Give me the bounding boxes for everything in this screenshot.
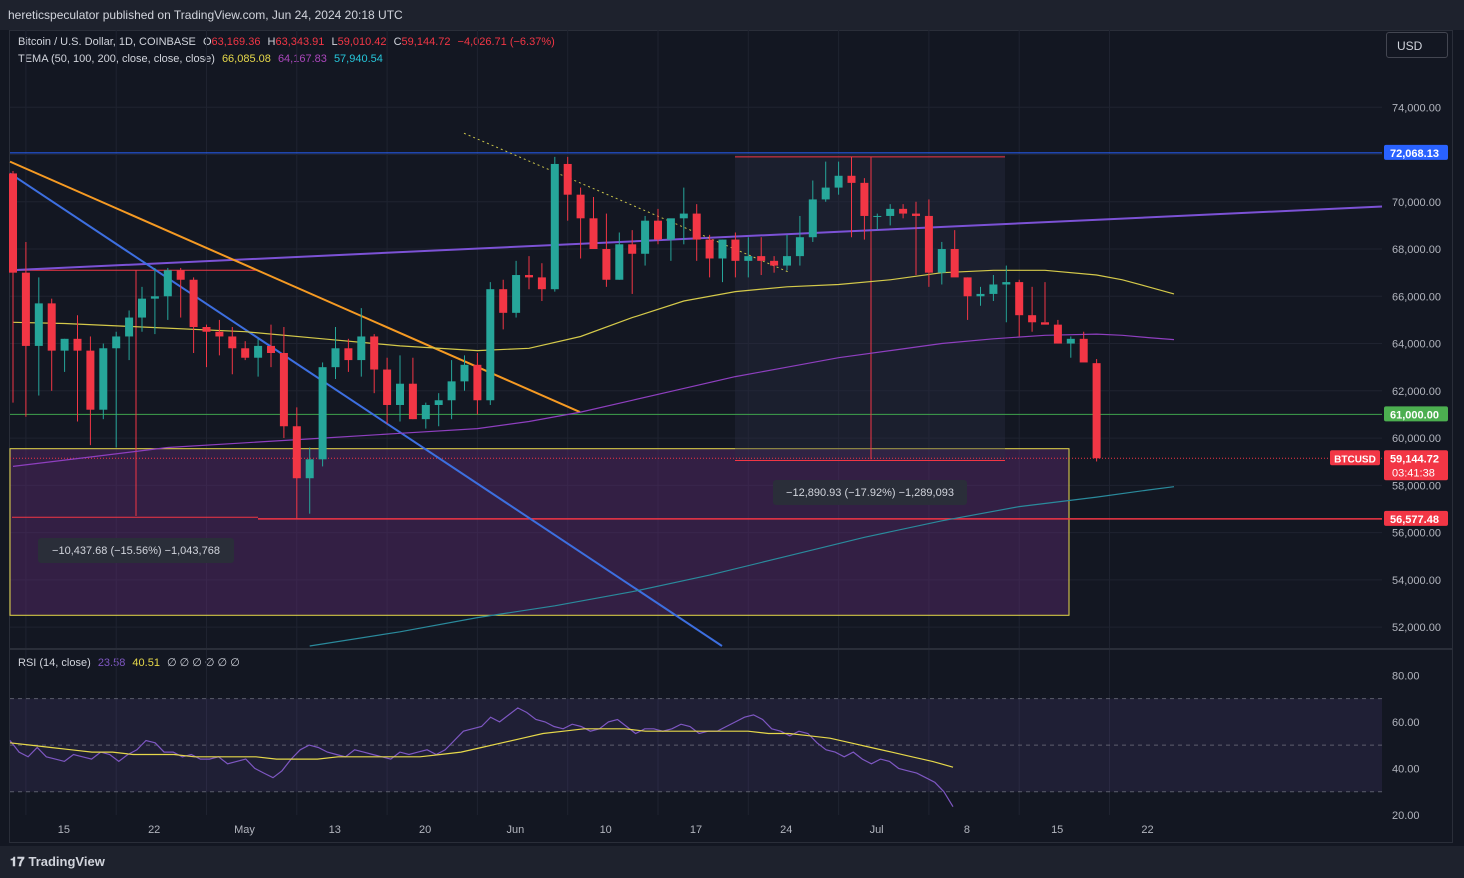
ohlc-high: H63,343.91 xyxy=(267,36,325,48)
brand-text: TradingView xyxy=(28,854,105,869)
rsi-label: RSI (14, close) xyxy=(18,657,91,669)
tema-label: TEMA (50, 100, 200, close, close, close) xyxy=(18,53,215,65)
ohlc-close: C59,144.72 xyxy=(393,36,451,48)
publisher-bar: hereticspeculator published on TradingVi… xyxy=(0,0,1464,30)
symbol-title: Bitcoin / U.S. Dollar, 1D, COINBASE xyxy=(18,36,196,48)
tema-value-200: 57,940.54 xyxy=(333,53,383,65)
rsi-empty-values: ∅ ∅ ∅ ∅ ∅ ∅ xyxy=(167,657,240,669)
tema-value-50: 66,085.08 xyxy=(221,53,271,65)
currency-button[interactable]: USD xyxy=(1386,32,1448,58)
footer-bar: 𝟏𝟕 TradingView xyxy=(0,846,1464,878)
ohlc-open: O63,169.36 xyxy=(202,36,261,48)
tradingview-logo: 𝟏𝟕 TradingView xyxy=(10,854,105,869)
publisher-text: hereticspeculator published on TradingVi… xyxy=(8,8,403,22)
tema-legend: TEMA (50, 100, 200, close, close, close)… xyxy=(18,53,387,65)
ohlc-low: L59,010.42 xyxy=(331,36,387,48)
tema-value-100: 64,167.83 xyxy=(277,53,327,65)
symbol-legend: Bitcoin / U.S. Dollar, 1D, COINBASE O63,… xyxy=(18,36,559,48)
ohlc-change: −4,026.71 (−6.37%) xyxy=(457,36,555,48)
rsi-legend: RSI (14, close) 23.58 40.51 ∅ ∅ ∅ ∅ ∅ ∅ xyxy=(18,656,244,669)
rsi-value: 23.58 xyxy=(97,657,126,669)
rsi-ma-value: 40.51 xyxy=(132,657,160,669)
chart-frame xyxy=(9,30,1453,843)
